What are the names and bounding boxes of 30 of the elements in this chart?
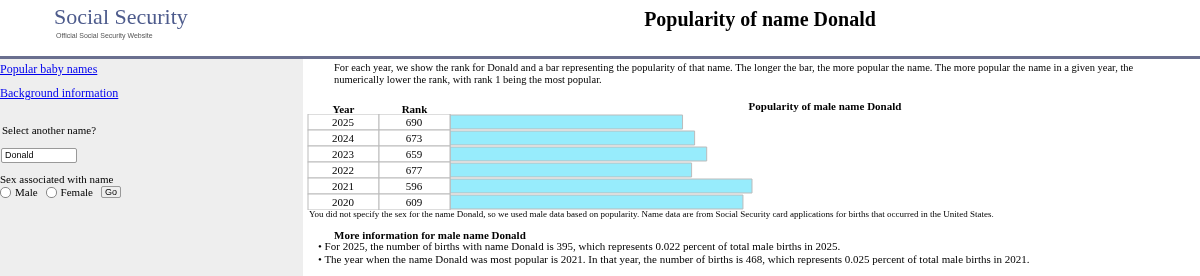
y-tick-label: 2023 (332, 148, 355, 160)
text: Go (101, 186, 122, 198)
annotation: You did not specify the sex for the name Donald, so we used male data based on popularity. Name data are from Social Security card applications for births that occurred in the United States. (309, 209, 994, 219)
y-tick-label: 2022 (332, 164, 354, 176)
text: Background information (0, 86, 119, 101)
text: Rank (400, 103, 429, 115)
text: Sex associated with name (0, 173, 114, 185)
text: Select another name? (2, 124, 97, 136)
text: For each year, we show the rank for Donald and a bar representing the popularity of that name. The longer the bar, the more popular the name. The more popular the name in a given year, the numerically lower the rank, with rank 1 being the most popular. (334, 62, 1135, 86)
text: 673 (405, 132, 423, 144)
text: 690 (405, 116, 423, 128)
y-tick-label: 2025 (332, 116, 355, 128)
text: More information for male name Donald (334, 229, 526, 241)
text: Popular baby names (0, 62, 98, 77)
text: Female (60, 186, 93, 198)
text: 596 (405, 180, 423, 192)
text: Male (15, 186, 38, 198)
text: 609 (405, 196, 423, 208)
text: Social Security (54, 4, 188, 30)
text: Donald (1, 148, 77, 163)
y-tick-label: 2024 (332, 132, 355, 144)
text: • The year when the name Donald was most popular is 2021. In that year, the number of births is 468, which represents 0.025 percent of total male births in 2021. (318, 253, 1030, 266)
y-tick-label: 2020 (332, 196, 355, 208)
text: Year (331, 103, 356, 115)
text: 659 (405, 148, 423, 160)
y-tick-label: 2021 (332, 180, 354, 192)
text: 677 (405, 164, 423, 176)
chart-title: Popularity of name Donald (643, 8, 877, 31)
text: • For 2025, the number of births with name Donald is 395, which represents 0.022 percent of total male births in 2025. (318, 240, 842, 253)
text: Popularity of male name Donald (747, 100, 903, 112)
